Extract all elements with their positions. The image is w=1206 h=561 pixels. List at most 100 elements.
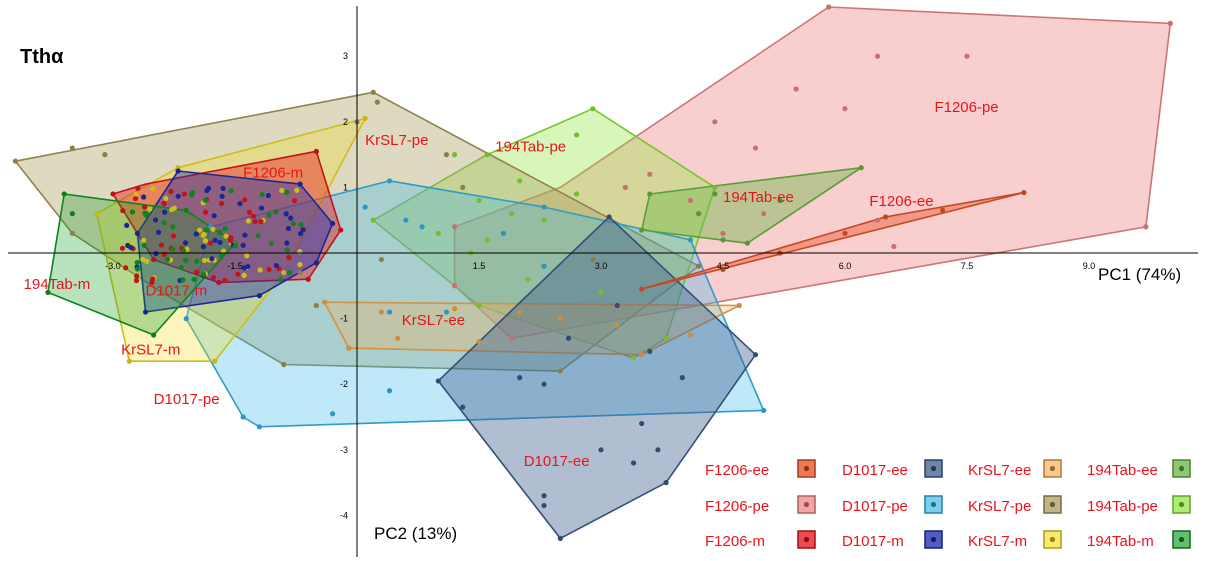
point-f1206-pe <box>1167 20 1173 26</box>
point-f1206-m <box>158 242 164 248</box>
legend-label-f1206-m: F1206-m <box>705 533 765 550</box>
point-194tab-m <box>191 276 197 283</box>
point-krsl7-ee <box>614 322 620 328</box>
legend-dot-f1206-pe <box>803 501 810 508</box>
point-krsl7-pe <box>297 270 303 276</box>
point-d1017-m <box>297 181 303 187</box>
point-krsl7-m <box>210 226 216 232</box>
point-f1206-ee <box>842 230 848 236</box>
point-194tab-pe <box>370 217 376 223</box>
point-krsl7-pe <box>370 89 376 95</box>
point-d1017-m <box>284 240 290 246</box>
point-f1206-m <box>250 213 257 219</box>
point-f1206-m <box>123 265 129 271</box>
point-d1017-m <box>193 231 199 237</box>
x-tick-label: 4.5 <box>717 261 730 271</box>
point-f1206-ee <box>720 266 726 272</box>
point-194tab-pe <box>541 217 547 223</box>
point-d1017-ee <box>598 447 604 453</box>
point-f1206-m <box>194 269 200 275</box>
point-krsl7-m <box>196 227 203 233</box>
legend-label-krsl7-pe: KrSL7-pe <box>968 498 1031 515</box>
point-d1017-m <box>219 193 225 199</box>
point-f1206-pe <box>647 171 653 177</box>
point-f1206-m <box>110 191 116 197</box>
point-f1206-m <box>235 271 241 277</box>
point-krsl7-ee <box>395 335 401 341</box>
point-f1206-pe <box>508 335 515 341</box>
point-f1206-m <box>242 197 248 203</box>
hull-label-krsl7-m: KrSL7-m <box>121 342 180 359</box>
point-194tab-m <box>161 220 167 226</box>
hull-d1017-ee <box>437 216 757 540</box>
point-d1017-ee <box>663 480 669 486</box>
legend-label-194tab-ee: 194Tab-ee <box>1087 462 1158 479</box>
point-194tab-pe <box>435 230 441 236</box>
point-f1206-pe <box>874 53 881 59</box>
y-tick-label: -4 <box>340 510 348 520</box>
point-194tab-m <box>277 277 283 283</box>
point-f1206-pe <box>761 211 767 217</box>
point-d1017-m <box>209 256 215 262</box>
point-194tab-m <box>129 209 136 215</box>
point-d1017-pe <box>386 388 393 394</box>
point-194tab-m <box>201 271 207 277</box>
point-f1206-pe <box>451 283 458 289</box>
point-d1017-m <box>330 220 336 227</box>
x-tick-label: 7.5 <box>961 261 974 271</box>
point-krsl7-ee <box>639 352 645 358</box>
point-d1017-m <box>265 192 272 199</box>
point-krsl7-m <box>163 195 169 202</box>
point-krsl7-pe <box>281 361 287 368</box>
point-194tab-ee <box>712 191 718 197</box>
x-tick-label: 1.5 <box>473 261 486 271</box>
point-f1206-m <box>313 148 319 154</box>
point-f1206-m <box>120 207 126 214</box>
point-194tab-pe <box>484 152 490 158</box>
x-axis-title: PC1 (74%) <box>1098 265 1181 284</box>
point-krsl7-m <box>94 211 100 217</box>
hull-label-krsl7-pe: KrSL7-pe <box>365 132 428 149</box>
point-f1206-m <box>168 188 174 195</box>
legend-dot-d1017-m <box>930 536 937 543</box>
point-194tab-pe <box>663 335 669 341</box>
x-tick-label: 3.0 <box>595 261 608 271</box>
point-194tab-m <box>180 277 186 283</box>
point-d1017-m <box>273 262 280 269</box>
hull-label-194tab-ee: 194Tab-ee <box>723 189 794 206</box>
point-d1017-ee <box>517 375 523 381</box>
point-194tab-pe <box>476 302 482 309</box>
point-krsl7-m <box>202 238 209 244</box>
point-d1017-m <box>152 217 159 223</box>
legend-label-krsl7-ee: KrSL7-ee <box>968 462 1031 479</box>
point-krsl7-ee <box>557 316 563 322</box>
point-194tab-pe <box>451 152 458 158</box>
point-194tab-m <box>194 258 200 264</box>
point-krsl7-m <box>241 272 247 278</box>
point-f1206-m <box>132 196 139 202</box>
point-194tab-ee <box>858 165 864 171</box>
point-f1206-pe <box>752 145 759 151</box>
point-f1206-m <box>291 198 298 204</box>
point-f1206-m <box>119 245 126 251</box>
point-d1017-m <box>153 251 159 257</box>
point-krsl7-m <box>147 206 153 212</box>
legend-dot-194tab-m <box>1178 536 1185 543</box>
hull-label-layer: F1206-pe 194Tab-pe KrSL7-pe D1017-pe KrSL7-e… <box>24 99 999 470</box>
y-axis-title: PC2 (13%) <box>374 524 457 543</box>
point-f1206-m <box>207 240 214 246</box>
point-194tab-m <box>268 240 274 246</box>
point-194tab-m <box>45 289 51 295</box>
point-194tab-m <box>222 225 228 232</box>
point-d1017-ee <box>435 378 441 384</box>
point-krsl7-ee <box>346 345 352 351</box>
x-tick-label: 9.0 <box>1083 261 1096 271</box>
point-194tab-m <box>143 212 149 218</box>
point-krsl7-pe <box>159 289 165 295</box>
hull-label-f1206-ee: F1206-ee <box>869 193 933 210</box>
point-d1017-ee <box>565 335 572 341</box>
point-f1206-m <box>228 235 234 241</box>
legend-dot-krsl7-ee <box>1049 465 1056 472</box>
point-krsl7-ee <box>451 306 458 312</box>
legend-dot-194tab-ee <box>1178 465 1185 472</box>
